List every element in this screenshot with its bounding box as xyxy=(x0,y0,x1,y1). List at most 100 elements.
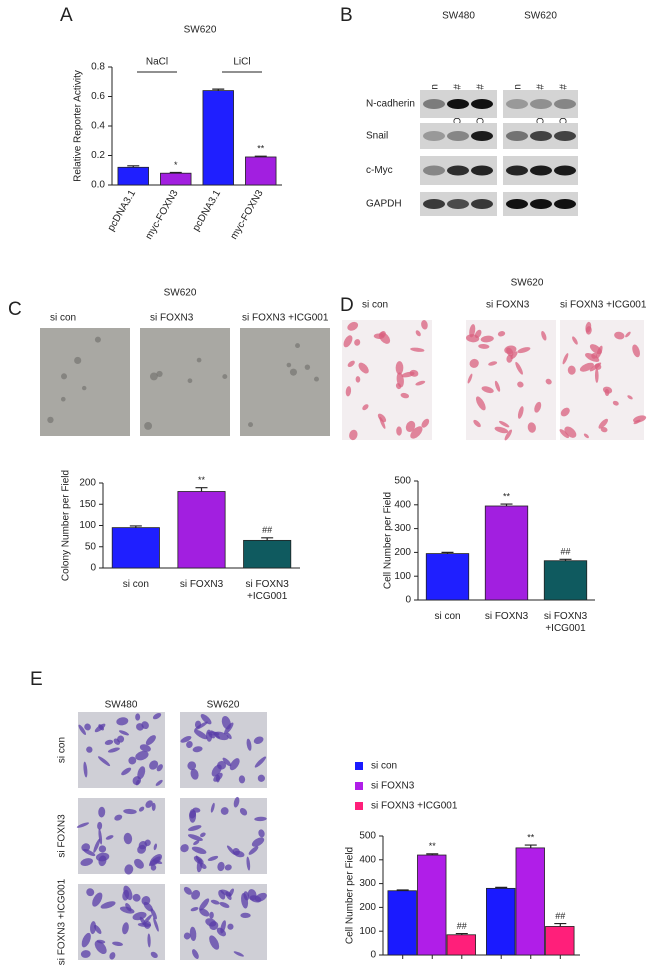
blot-band xyxy=(447,165,469,176)
cell xyxy=(627,395,633,400)
cell xyxy=(200,713,212,725)
cell xyxy=(136,723,144,731)
cell xyxy=(98,724,105,731)
cell xyxy=(347,360,355,367)
cell xyxy=(355,376,361,383)
x-tick-label: pcDNA3.1 xyxy=(106,188,139,233)
cell xyxy=(545,378,552,385)
cell xyxy=(246,856,251,871)
legend-swatch xyxy=(355,802,363,810)
cell xyxy=(132,911,147,921)
cell xyxy=(147,933,151,948)
blot-band xyxy=(423,131,445,141)
blot-band xyxy=(471,99,493,109)
cell-line-label: SW620 xyxy=(524,11,557,22)
cell xyxy=(494,426,509,434)
chart-title: SW620 xyxy=(511,278,544,289)
cell xyxy=(373,333,385,339)
cell xyxy=(400,392,410,399)
cell xyxy=(189,809,197,823)
blot-band xyxy=(530,199,552,209)
error-bar xyxy=(127,165,140,168)
cell xyxy=(253,736,264,744)
column-label: SW620 xyxy=(207,700,240,711)
cell xyxy=(594,368,599,383)
label-line: si con xyxy=(434,611,460,622)
y-tick-label: 100 xyxy=(394,571,411,582)
image-label: si con xyxy=(50,313,76,324)
y-tick-label: 500 xyxy=(359,831,376,842)
row-label: si FOXN3 xyxy=(57,814,68,858)
blot-band xyxy=(447,131,469,141)
cell xyxy=(192,949,199,959)
chart-title: SW620 xyxy=(184,25,217,36)
cell xyxy=(116,717,129,726)
cell xyxy=(207,731,220,736)
colony xyxy=(196,357,202,363)
cell xyxy=(92,892,103,907)
cell xyxy=(193,729,208,740)
group-label: LiCl xyxy=(233,57,250,68)
bar xyxy=(243,539,292,569)
cell xyxy=(209,911,214,919)
bar xyxy=(543,560,588,601)
cell xyxy=(210,899,220,905)
cell xyxy=(473,419,481,428)
cell xyxy=(249,895,262,903)
cell xyxy=(345,386,352,397)
cell xyxy=(559,429,569,439)
image-label: si con xyxy=(362,300,388,311)
blot-band xyxy=(471,131,493,141)
cell xyxy=(78,724,86,736)
significance: ## xyxy=(262,525,272,535)
cell xyxy=(598,418,608,429)
cell xyxy=(591,352,598,359)
cell xyxy=(194,720,202,729)
label-line: si FOXN3 xyxy=(245,579,289,590)
significance: ** xyxy=(429,841,437,851)
cell xyxy=(241,892,249,909)
cell xyxy=(362,404,369,411)
bar xyxy=(111,527,160,569)
cell xyxy=(84,723,91,731)
cell xyxy=(469,324,476,338)
x-tick-label: myc-FOXN3 xyxy=(144,188,181,242)
cell xyxy=(217,760,227,770)
bar xyxy=(484,505,529,601)
cell xyxy=(517,406,524,419)
cell xyxy=(219,901,230,908)
bar xyxy=(486,887,516,956)
cell xyxy=(410,426,423,439)
cell xyxy=(478,343,490,349)
cell xyxy=(421,418,430,428)
cell xyxy=(153,917,159,932)
cell xyxy=(114,814,123,821)
cell xyxy=(415,330,421,337)
protein-label: Snail xyxy=(366,131,388,142)
blot-band xyxy=(530,165,552,176)
cell xyxy=(190,907,199,912)
blot-band xyxy=(447,199,469,209)
blot-band xyxy=(530,99,552,109)
colony xyxy=(60,396,66,402)
y-tick-label: 0.0 xyxy=(91,180,105,191)
cell xyxy=(594,363,602,370)
colony xyxy=(187,378,193,384)
cell xyxy=(497,331,506,337)
row-label: si FOXN3 +ICG001 xyxy=(57,878,68,965)
significance: * xyxy=(174,160,178,170)
cell xyxy=(193,856,204,865)
significance: ** xyxy=(503,491,511,501)
y-tick-label: 300 xyxy=(359,878,376,889)
cell xyxy=(221,716,231,730)
y-tick-label: 50 xyxy=(85,541,97,552)
cell xyxy=(226,732,232,740)
cell xyxy=(97,756,111,767)
cell xyxy=(83,848,96,857)
cell xyxy=(81,932,91,948)
cell xyxy=(97,821,103,830)
cell xyxy=(76,822,90,828)
colony xyxy=(144,421,153,430)
cell xyxy=(475,396,486,411)
